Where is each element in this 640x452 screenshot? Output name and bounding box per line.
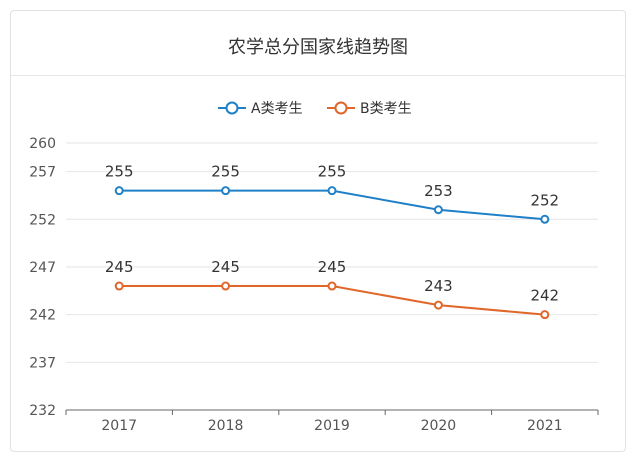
x-tick-label: 2017 [101,418,137,434]
legend-label: A类考生 [251,101,303,117]
legend: A类考生 B类考生 [218,101,412,117]
chart-title-bar: 农学总分国家线趋势图 [11,11,625,76]
data-point [221,281,231,291]
legend-label: B类考生 [360,101,412,117]
series-1: 255 255 255 253 252 [105,163,559,224]
data-label: 242 [530,287,559,305]
data-label: 255 [211,163,240,181]
series-2: 245 245 245 243 242 [105,258,559,320]
data-point [540,310,550,320]
y-axis: 260 257 252 247 242 237 232 [29,136,56,419]
chart-card: 农学总分国家线趋势图 [10,10,626,452]
series-layer: 255 255 255 253 252 245 245 245 243 242 [105,163,559,320]
grid-lines [66,142,598,363]
legend-item-2: B类考生 [327,101,412,117]
y-tick-label: 257 [29,165,56,181]
data-label: 245 [318,258,347,276]
y-tick-label: 237 [29,355,56,371]
y-tick-label: 260 [29,136,56,152]
data-label: 255 [105,163,134,181]
data-point [114,186,124,196]
x-tick-label: 2021 [527,418,563,434]
data-point [433,300,443,310]
legend-marker [334,101,348,115]
data-point [540,214,550,224]
x-tick-label: 2018 [208,418,244,434]
x-tick-label: 2020 [421,418,457,434]
data-point [327,186,337,196]
data-label: 245 [105,258,134,276]
data-label: 245 [211,258,240,276]
data-label: 252 [530,191,559,209]
data-label: 253 [424,182,453,200]
data-label: 243 [424,277,453,295]
data-point [433,205,443,215]
y-tick-label: 247 [29,260,56,276]
legend-item-1: A类考生 [218,101,303,117]
y-tick-label: 252 [29,212,56,228]
data-point [327,281,337,291]
legend-marker [225,101,239,115]
y-tick-label: 242 [29,308,56,324]
data-point [114,281,124,291]
x-axis: 2017 2018 2019 2020 2021 [65,409,599,434]
y-tick-label: 232 [29,403,56,419]
x-tick-label: 2019 [314,418,350,434]
data-point [221,186,231,196]
chart-title: 农学总分国家线趋势图 [228,37,408,58]
data-label: 255 [318,163,347,181]
